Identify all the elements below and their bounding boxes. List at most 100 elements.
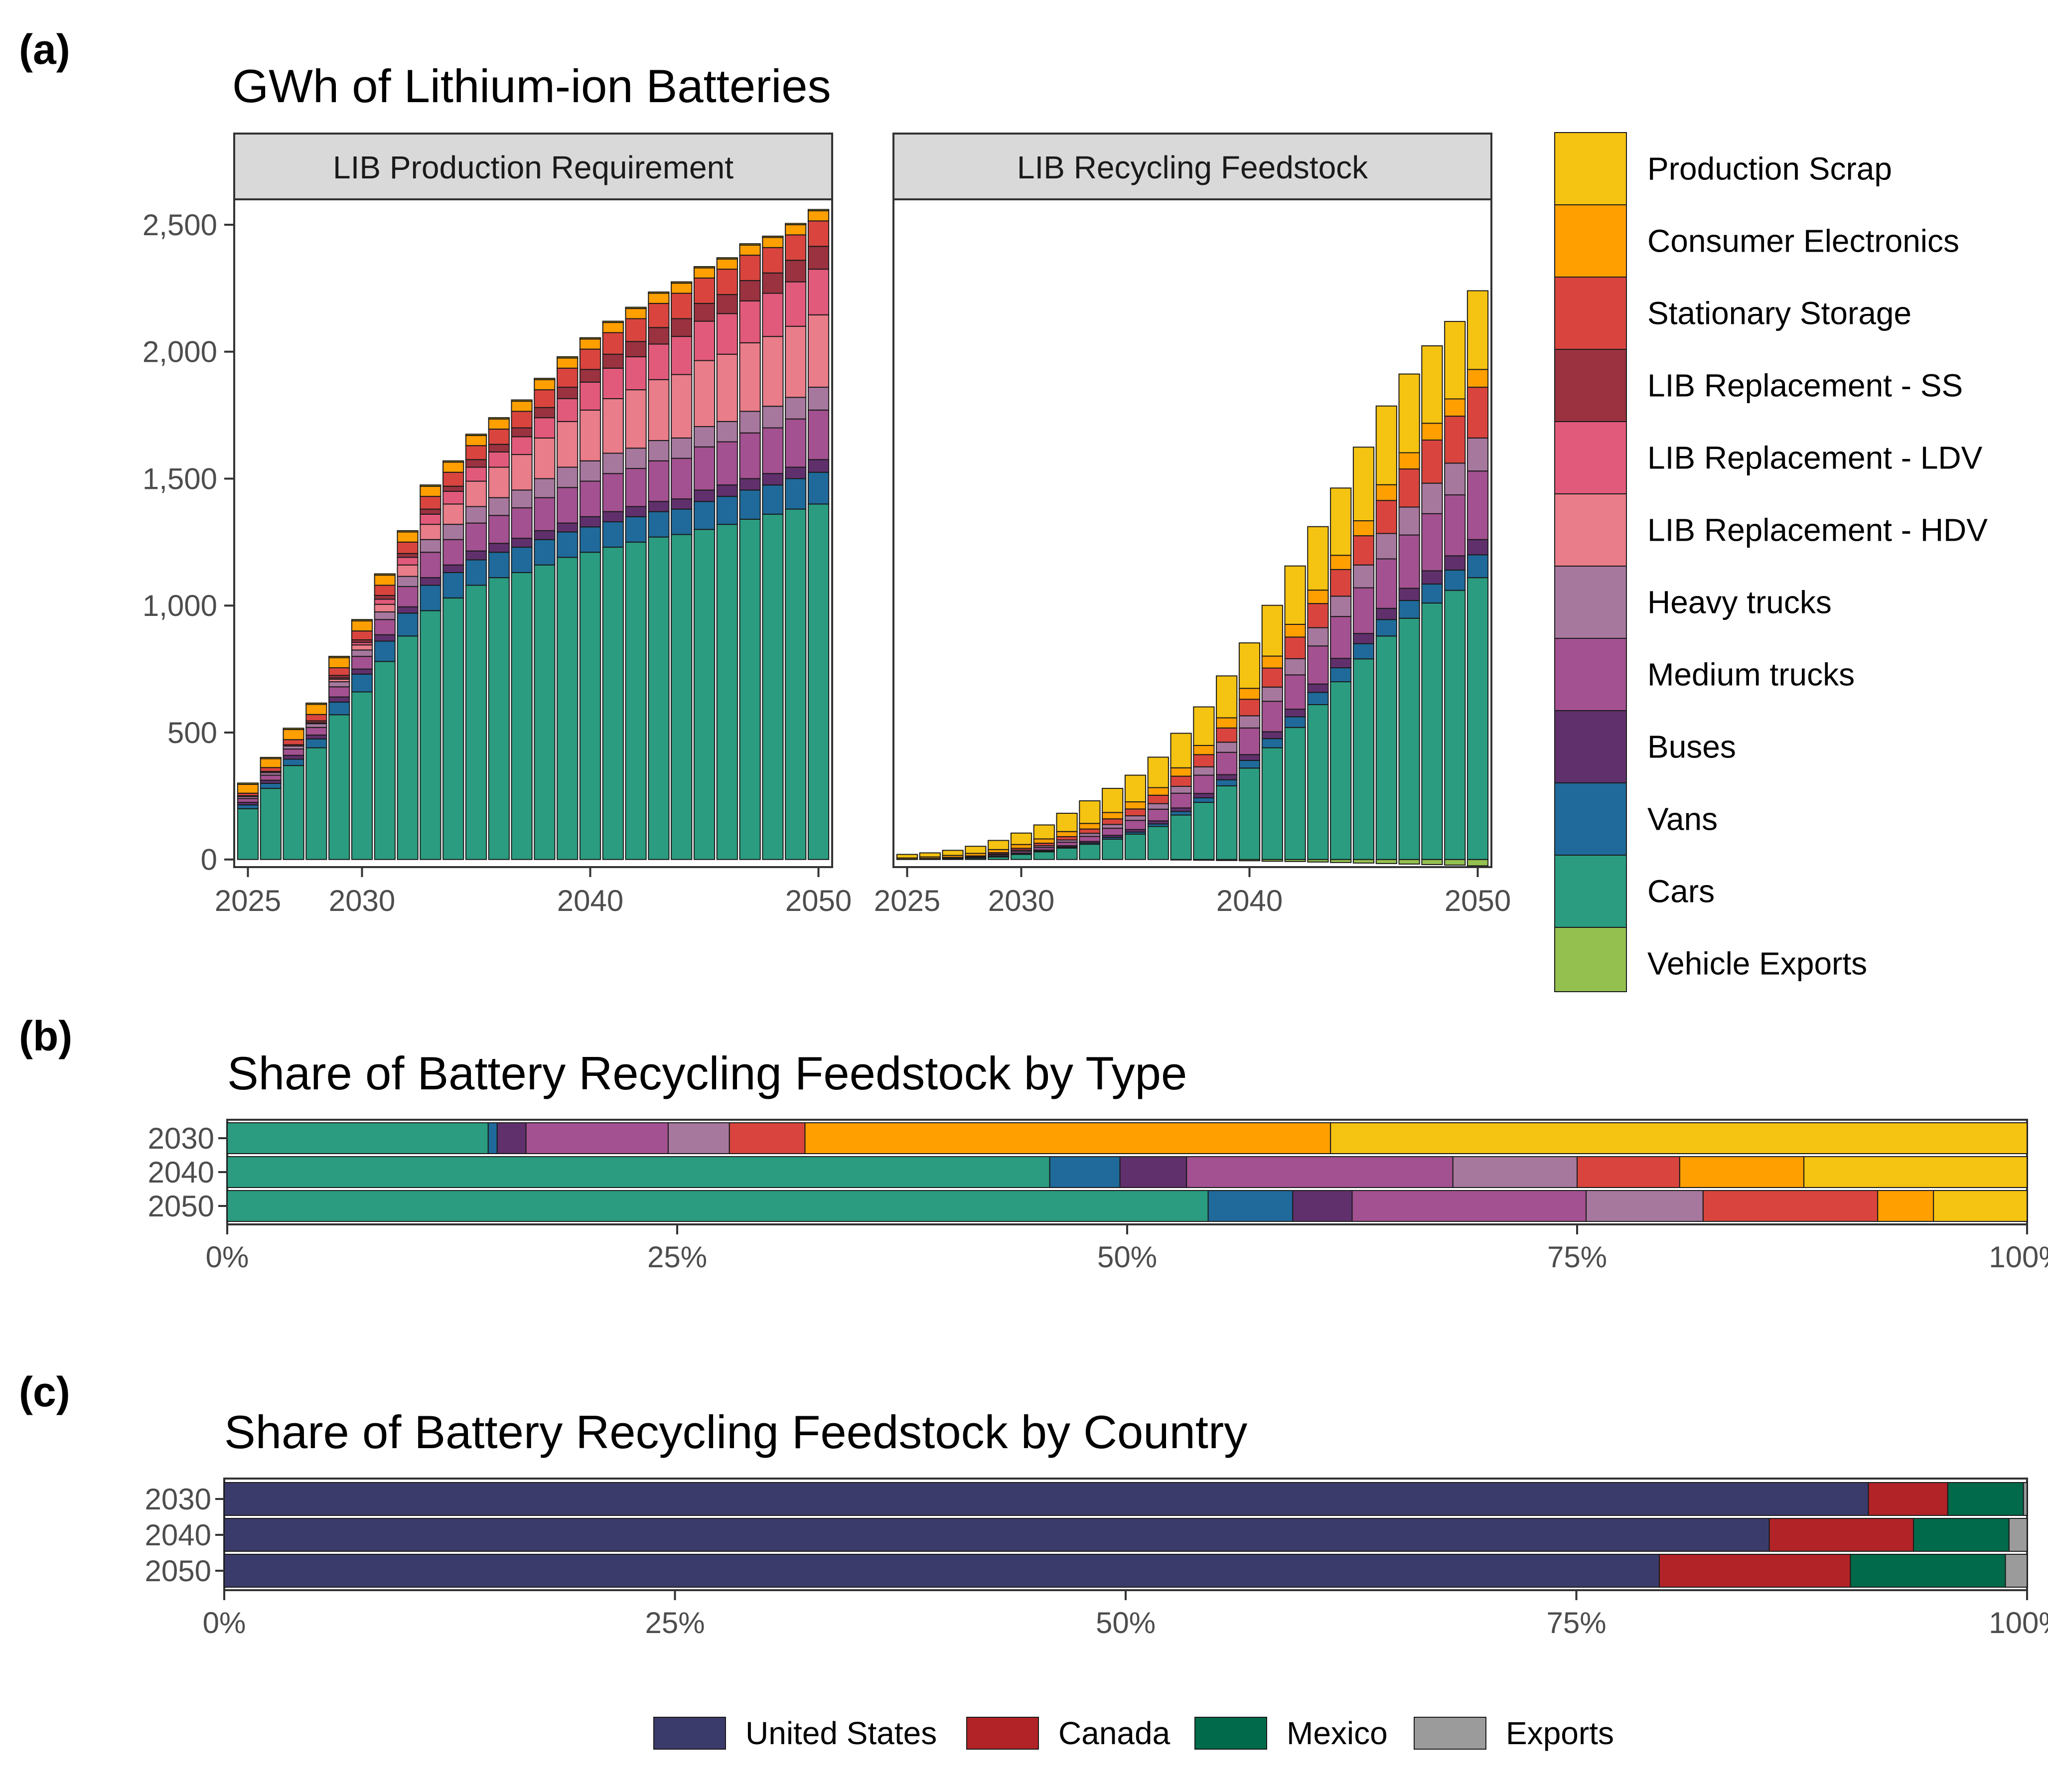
bar-cars-2049 [785,508,807,860]
chart-title-c: Share of Battery Recycling Feedstock by … [224,1406,1247,1458]
bar-buses-2041 [1261,731,1283,740]
bar-cars-2033 [1079,844,1101,860]
bar-vans-2032 [397,612,419,637]
bar-production-scrap-2025 [237,782,259,785]
bar-medium-trucks-2027 [283,748,304,756]
bar-buses-2027 [283,754,304,760]
x-axis-recycling: 2025 2030 2040 2050 [874,867,1511,917]
facet-strip-recycling-label: LIB Recycling Feedstock [1017,149,1368,185]
x-tick-label-75: 75% [1547,1240,1607,1274]
bar-medium-trucks-2039 [1216,751,1238,775]
bar-consumer-electronics-2040 [1679,1156,1805,1188]
x-tick-label-2030: 2030 [329,884,395,917]
bar-heavy-trucks-2037 [511,489,533,509]
bar-lib-replacement-ldv-2049 [785,281,807,327]
bar-heavy-trucks-2050 [1466,437,1489,472]
bar-production-scrap-2033 [1079,800,1101,824]
bar-lib-replacement-hdv-2031 [374,603,396,612]
bar-stationary-storage-2036 [488,429,510,445]
bar-cars-2031 [374,661,396,860]
bar-medium-trucks-2041 [1261,701,1283,733]
bar-production-scrap-2031 [374,573,396,576]
bar-stationary-storage-2040 [1577,1156,1680,1188]
legend-key-production-scrap [1554,132,1627,205]
bar-cars-2033 [420,610,441,860]
bar-consumer-electronics-2035 [465,435,487,447]
legend-key-heavy-trucks [1554,566,1627,639]
bar-consumer-electronics-2050 [1466,369,1489,388]
bar-cars-2043 [648,536,670,860]
bar-cars-2042 [625,541,647,860]
bar-consumer-electronics-2035 [1124,801,1147,810]
bar-medium-trucks-2042 [625,468,647,507]
bar-lib-replacement-ldv-2040 [579,381,601,411]
bar-medium-trucks-2044 [1330,616,1352,659]
bar-vans-2025 [237,804,259,809]
bar-mexico-2030 [1947,1482,2024,1516]
bar-buses-2034 [442,564,464,573]
legend-key-vehicle-exports [1554,927,1627,992]
bar-cars-2039 [557,557,579,860]
legend-label-vehicle-exports: Vehicle Exports [1647,946,1867,982]
bars-production [237,209,830,860]
bar-buses-2028 [305,735,327,740]
bar-lib-replacement-hdv-2048 [762,336,784,407]
bar-production-scrap-2042 [1284,565,1306,625]
bar-cars-2037 [1170,814,1192,860]
bar-heavy-trucks-2035 [465,506,487,524]
bar-lib-replacement-ldv-2038 [534,417,556,439]
bar-buses-2045 [1352,633,1375,644]
bar-cars-2050 [1466,577,1489,860]
bar-vans-2047 [739,489,761,520]
bar-production-scrap-2029 [328,656,350,658]
x-tick-label-50: 50% [1097,1240,1157,1274]
legend-label-vans: Vans [1647,801,1718,837]
bar-medium-trucks-2049 [1444,494,1466,557]
bar-medium-trucks-2040 [1186,1156,1454,1188]
bar-cars-2029 [328,714,350,860]
bar-lib-replacement-ss-2038 [534,407,556,419]
bar-heavy-trucks-2030 [351,649,373,657]
legend-label-buses: Buses [1647,729,1736,765]
x-tick-label-25: 25% [647,1240,707,1274]
bar-consumer-electronics-2041 [602,322,624,333]
legend-key-cars [1554,855,1627,928]
bars-type-share [227,1122,2028,1222]
bar-production-scrap-2028 [305,702,327,705]
legend-label-consumer-electronics: Consumer Electronics [1647,223,1959,259]
bar-vans-2038 [534,539,556,566]
bar-production-scrap-2048 [762,235,784,238]
bar-lib-replacement-ldv-2047 [739,300,761,343]
bar-production-scrap-2046 [1375,405,1397,485]
bar-heavy-trucks-2044 [1330,596,1352,617]
bar-cars-2035 [465,585,487,860]
bar-production-scrap-2050 [807,209,830,211]
bar-buses-2037 [1170,807,1192,812]
bar-stationary-storage-2050 [1466,387,1489,439]
bar-vans-2043 [1307,692,1329,705]
bar-united-states-2040 [224,1518,1770,1552]
bar-lib-replacement-ss-2047 [739,280,761,301]
bar-cars-2049 [1444,590,1466,860]
bar-lib-replacement-ss-2041 [602,353,624,369]
bar-stationary-storage-2039 [1216,727,1238,743]
bar-production-scrap-2050 [1933,1190,2028,1222]
bar-lib-replacement-ldv-2035 [465,466,487,482]
bar-cars-2045 [1352,658,1375,860]
bar-heavy-trucks-2034 [1102,824,1124,829]
bar-mexico-2040 [1913,1518,2010,1552]
bar-lib-replacement-hdv-2032 [397,564,419,577]
bar-medium-trucks-2047 [739,432,761,479]
bar-medium-trucks-2034 [1102,828,1124,836]
bar-stationary-storage-2030 [351,630,373,640]
bar-production-scrap-2038 [1193,706,1215,746]
bar-buses-2050 [1466,539,1489,556]
bar-vans-2045 [1352,643,1375,660]
bar-united-states-2050 [224,1554,1660,1588]
bar-stationary-storage-2043 [648,302,670,328]
bar-cars-2035 [1124,833,1147,860]
bar-buses-2040 [1119,1156,1187,1188]
bar-heavy-trucks-2039 [557,466,579,488]
bar-buses-2041 [602,511,624,523]
